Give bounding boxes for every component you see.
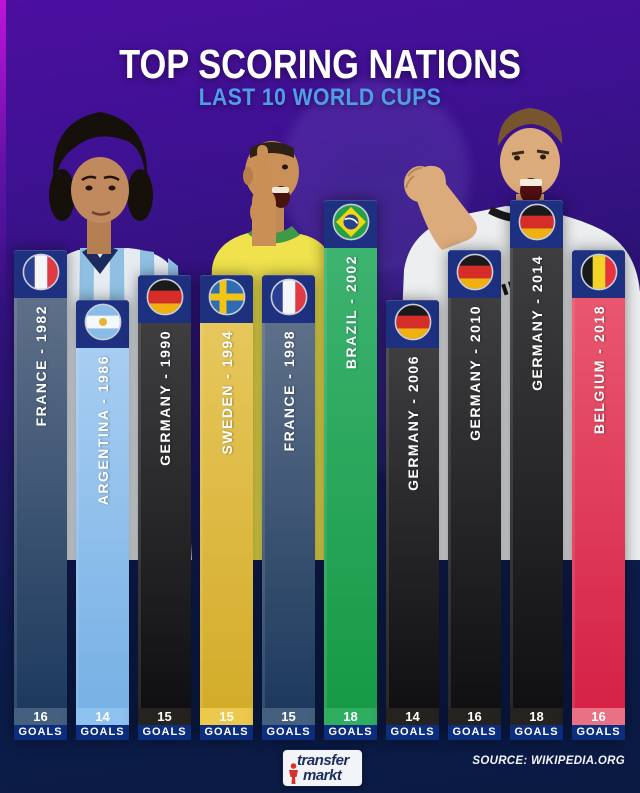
bar-label: GERMANY - 2014 [528, 255, 545, 391]
bar-label: GERMANY - 1990 [156, 330, 173, 466]
bar-brazil-2002: BRAZIL - 2002 18 GOALS [324, 200, 377, 740]
flag-header [262, 275, 315, 323]
goals-value: 16 [448, 708, 501, 725]
bar-argentina-1986: ARGENTINA - 1986 14 GOALS [76, 300, 129, 740]
bar-label: GERMANY - 2006 [404, 355, 421, 491]
bar-label: GERMANY - 2010 [466, 305, 483, 441]
goals-label: GOALS [572, 725, 625, 740]
france-flag-icon [22, 253, 60, 296]
bar-chart: FRANCE - 1982 16 GOALS ARGENTINA - 1986 … [0, 195, 640, 740]
goals-label: GOALS [324, 725, 377, 740]
belgium-flag-icon [580, 253, 618, 296]
page-title: TOP SCORING NATIONS [119, 41, 521, 87]
germany-flag-icon [146, 278, 184, 321]
france-flag-icon [270, 278, 308, 321]
header: TOP SCORING NATIONS LAST 10 WORLD CUPS [0, 41, 640, 111]
bar-germany-2010: GERMANY - 2010 16 GOALS [448, 250, 501, 740]
goals-value: 15 [200, 708, 253, 725]
sweden-flag-icon [208, 278, 246, 321]
transfermarkt-logo: transfer markt [282, 749, 363, 787]
bar-germany-1990: GERMANY - 1990 15 GOALS [138, 275, 191, 740]
goals-label: GOALS [200, 725, 253, 740]
goals-value: 18 [510, 708, 563, 725]
brazil-flag-icon [332, 203, 370, 246]
bar-label: FRANCE - 1982 [32, 305, 49, 427]
bar-label: SWEDEN - 1994 [218, 330, 235, 455]
flag-header [200, 275, 253, 323]
flag-header [572, 250, 625, 298]
bar-label: ARGENTINA - 1986 [94, 355, 111, 506]
goals-value: 14 [76, 708, 129, 725]
bar-germany-2006: GERMANY - 2006 14 GOALS [386, 300, 439, 740]
source-credit: SOURCE: WIKIPEDIA.ORG [472, 755, 625, 767]
goals-label: GOALS [510, 725, 563, 740]
goals-value: 16 [14, 708, 67, 725]
argentina-flag-icon [84, 303, 122, 346]
goals-value: 15 [262, 708, 315, 725]
goals-label: GOALS [386, 725, 439, 740]
flag-header [138, 275, 191, 323]
bar-label: FRANCE - 1998 [280, 330, 297, 452]
flag-header [14, 250, 67, 298]
flag-header [510, 200, 563, 248]
bar-france-1998: FRANCE - 1998 15 GOALS [262, 275, 315, 740]
goals-label: GOALS [262, 725, 315, 740]
goals-value: 15 [138, 708, 191, 725]
logo-text-line2: markt [303, 767, 342, 784]
germany-flag-icon [456, 253, 494, 296]
logo-text-line1: transfer [297, 752, 349, 769]
flag-header [386, 300, 439, 348]
germany-flag-icon [518, 203, 556, 246]
flag-header [448, 250, 501, 298]
bar-label: BRAZIL - 2002 [342, 255, 359, 370]
goals-label: GOALS [76, 725, 129, 740]
goals-value: 14 [386, 708, 439, 725]
flag-header [76, 300, 129, 348]
goals-label: GOALS [14, 725, 67, 740]
goals-label: GOALS [448, 725, 501, 740]
bar-france-1982: FRANCE - 1982 16 GOALS [14, 250, 67, 740]
goals-value: 18 [324, 708, 377, 725]
transfermarkt-mannequin-icon [289, 763, 298, 784]
page-subtitle: LAST 10 WORLD CUPS [198, 84, 442, 111]
germany-flag-icon [394, 303, 432, 346]
flag-header [324, 200, 377, 248]
bar-label: BELGIUM - 2018 [590, 305, 607, 435]
goals-value: 16 [572, 708, 625, 725]
bar-belgium-2018: BELGIUM - 2018 16 GOALS [572, 250, 625, 740]
goals-label: GOALS [138, 725, 191, 740]
bar-sweden-1994: SWEDEN - 1994 15 GOALS [200, 275, 253, 740]
bar-germany-2014: GERMANY - 2014 18 GOALS [510, 200, 563, 740]
magenta-edge-glow [0, 0, 6, 310]
